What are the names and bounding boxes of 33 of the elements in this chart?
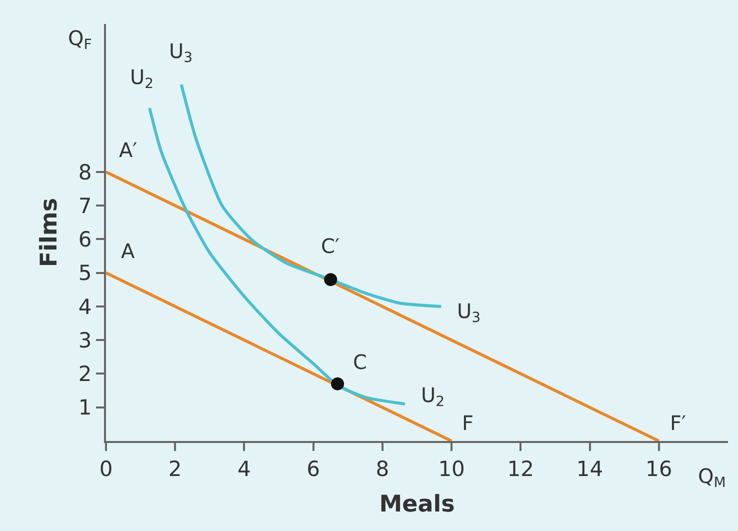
y-tick-label: 1 (78, 396, 92, 420)
annotation: A′ (119, 138, 138, 162)
y-axis-title: Films (36, 198, 62, 268)
x-tick-label: 8 (376, 457, 390, 482)
x-tick-label: 4 (238, 457, 251, 482)
annotation: U$_{3}$ (457, 299, 481, 326)
x-tick-label: 6 (306, 457, 320, 482)
x-tick-label: 12 (507, 457, 534, 482)
y-tick-label: 3 (78, 328, 92, 352)
y-tick-label: 8 (78, 160, 92, 184)
annotation: U$_{2}$ (130, 65, 154, 92)
annotation: C′ (321, 234, 340, 258)
x-axis-title: Meals (379, 491, 455, 518)
y-tick-label: 6 (78, 228, 92, 252)
annotation: A (121, 239, 135, 263)
line-series (148, 106, 406, 406)
x-tick-label: 2 (168, 457, 182, 482)
line-series (180, 83, 443, 308)
x-tick-label: 10 (438, 457, 465, 482)
y-tick-label: 4 (78, 294, 92, 319)
text: Q$_{F}$ (68, 26, 92, 54)
y-tick-label: 2 (78, 362, 92, 386)
y-tick-label: 7 (78, 194, 92, 218)
annotation: C (353, 350, 367, 374)
annotation: F′ (670, 411, 687, 435)
annotation: U$_{3}$ (169, 39, 193, 66)
x-tick-label: 0 (99, 457, 113, 482)
annotation: F (462, 411, 474, 435)
text: Q$_{M}$ (698, 464, 726, 492)
annotation: U$_{2}$ (421, 383, 445, 410)
x-tick-label: 14 (576, 457, 604, 482)
x-tick-label: 16 (646, 457, 672, 482)
y-tick-label: 5 (78, 261, 92, 286)
